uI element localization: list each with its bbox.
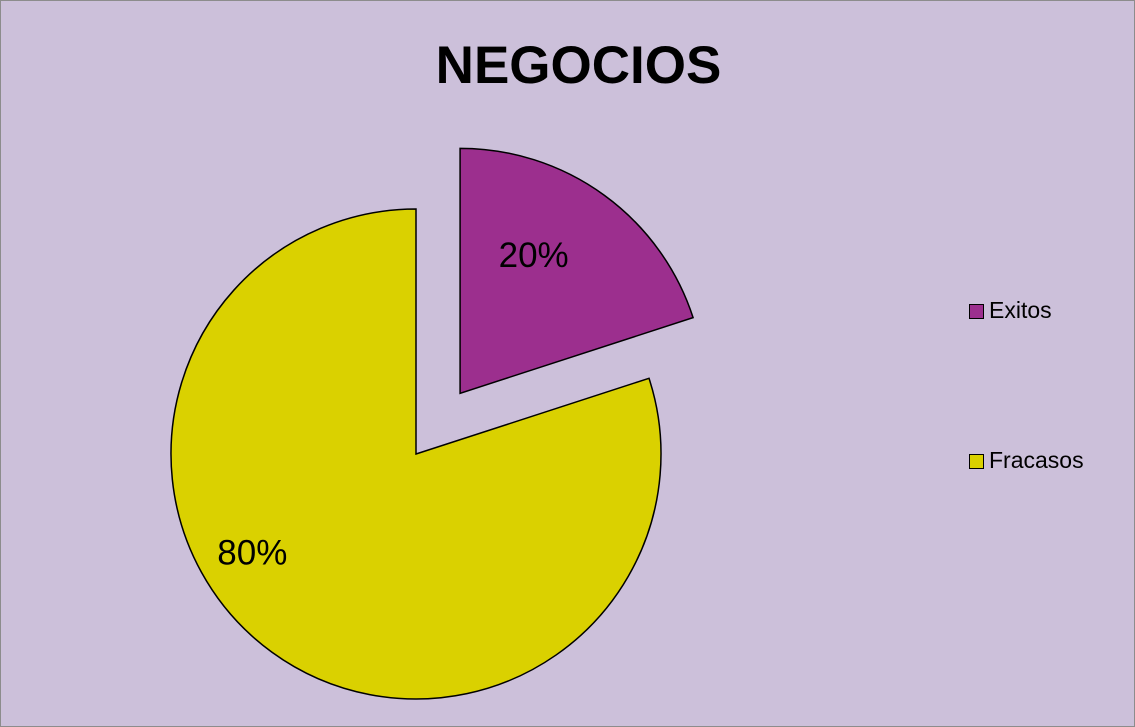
pie-slice-fracasos bbox=[170, 208, 662, 700]
legend-swatch-exitos bbox=[969, 304, 984, 319]
data-label-fracasos: 80% bbox=[217, 534, 287, 573]
data-label-exitos: 20% bbox=[499, 236, 569, 275]
legend-label-fracasos: Fracasos bbox=[989, 447, 1084, 473]
legend-item-exitos: Exitos bbox=[969, 297, 1052, 323]
legend-swatch-fracasos bbox=[969, 454, 984, 469]
legend-label-exitos: Exitos bbox=[989, 297, 1052, 323]
legend-item-fracasos: Fracasos bbox=[969, 447, 1084, 473]
chart-title: NEGOCIOS bbox=[435, 36, 722, 95]
pie-slice-exitos bbox=[459, 147, 695, 395]
